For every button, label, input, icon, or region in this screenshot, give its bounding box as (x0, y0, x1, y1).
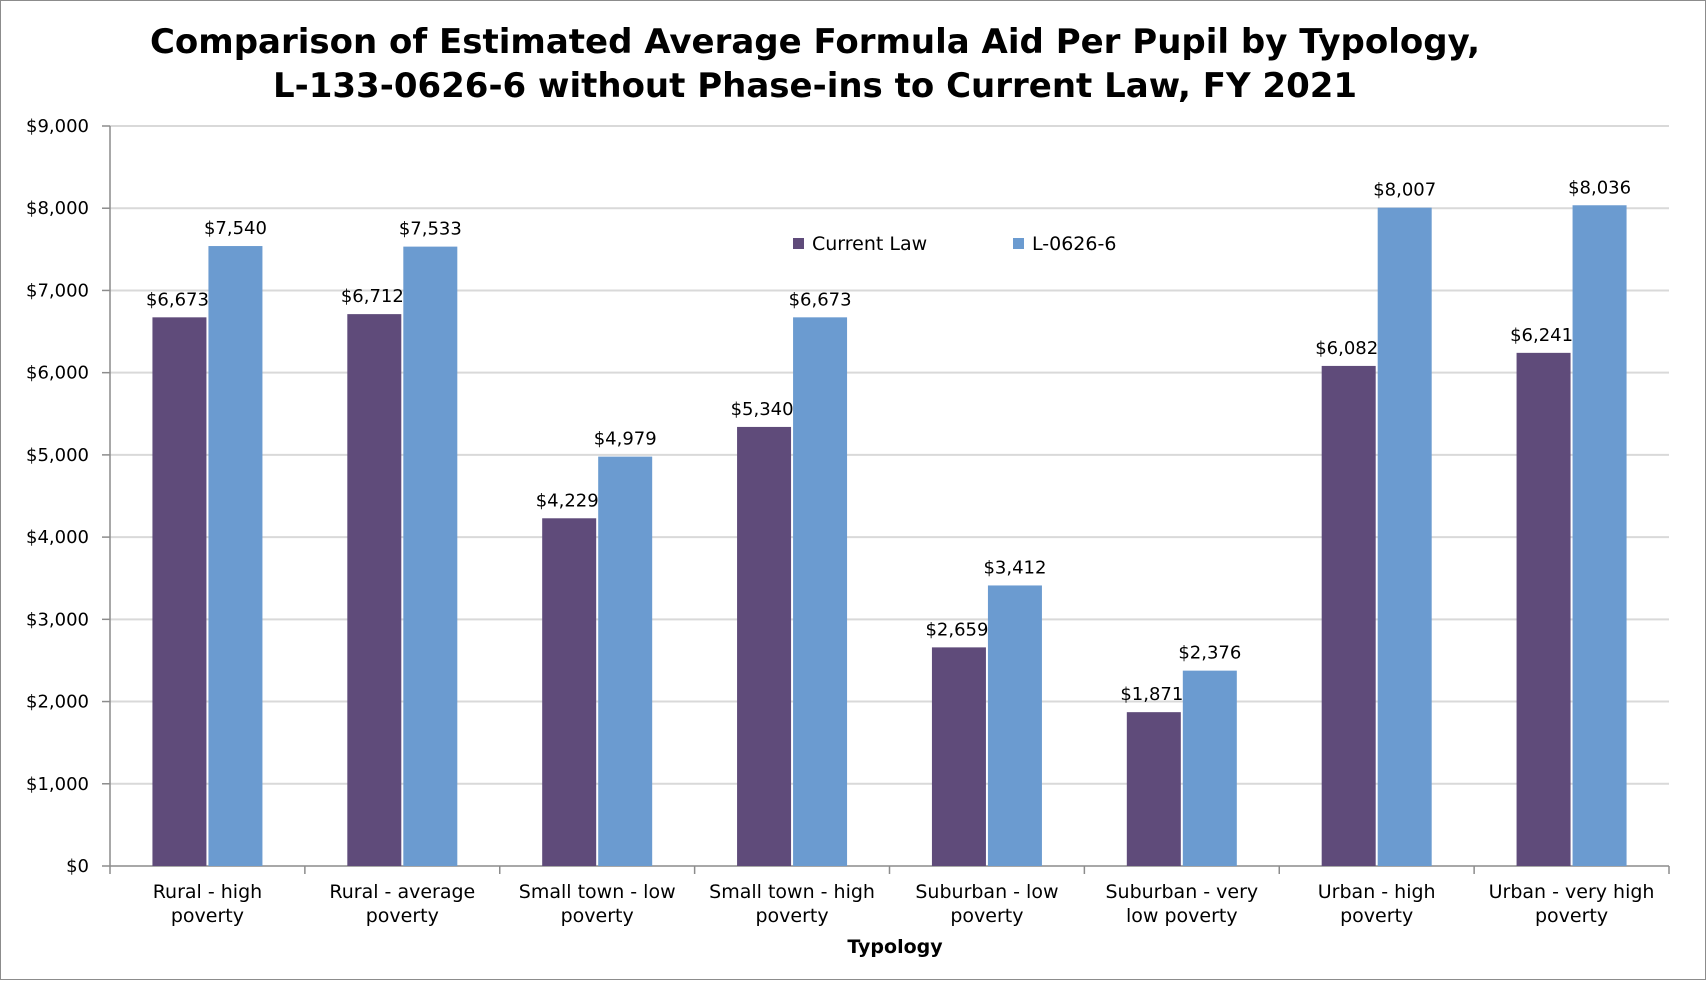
y-tick-label: $1,000 (26, 774, 89, 795)
data-label: $6,673 (146, 289, 209, 310)
bar-current-law (1321, 365, 1376, 866)
y-tick-label: $0 (66, 856, 89, 877)
y-tick-label: $9,000 (26, 116, 89, 137)
data-label: $8,036 (1568, 177, 1631, 198)
x-axis-title: Typology (847, 936, 943, 958)
data-label: $4,979 (594, 429, 657, 450)
bar-current-law (737, 426, 792, 866)
x-tick-label: Suburban - very (1105, 881, 1258, 903)
x-tick-label: poverty (1535, 905, 1608, 927)
data-label: $5,340 (731, 399, 794, 420)
data-label: $6,673 (789, 289, 852, 310)
y-tick-label: $2,000 (26, 692, 89, 713)
y-tick-label: $3,000 (26, 609, 89, 630)
y-tick-label: $4,000 (26, 527, 89, 548)
bar-current-law (931, 647, 986, 866)
axes: $0 $1,000 $2,000 $3,000 $4,000 $5,000 $6,000 $7… (26, 116, 1670, 927)
chart-title-line-1: Comparison of Estimated Average Formula … (150, 22, 1480, 62)
bar-l-0626-6 (208, 246, 263, 867)
legend-label: L-0626-6 (1032, 233, 1116, 255)
data-label: $4,229 (536, 490, 599, 511)
y-tick-label: $8,000 (26, 198, 89, 219)
legend-swatch (1013, 238, 1024, 249)
bars (152, 205, 1627, 867)
x-tick-label: Urban - high (1318, 881, 1436, 903)
data-label: $2,376 (1178, 643, 1241, 664)
x-tick-label: Rural - average (329, 881, 475, 903)
gridlines (110, 125, 1669, 785)
bar-l-0626-6 (1572, 205, 1627, 867)
data-label: $1,871 (1120, 684, 1183, 705)
bar-l-0626-6 (793, 317, 848, 866)
x-tick-label: poverty (1340, 905, 1413, 927)
y-tick-label: $5,000 (26, 445, 89, 466)
data-labels: $6,673 $7,540 $6,712 $7,533 $4,229 $4,979 $5,3… (146, 177, 1631, 705)
x-tick-label: Small town - low (519, 881, 676, 903)
bar-l-0626-6 (598, 456, 653, 866)
x-tick-label: poverty (171, 905, 244, 927)
legend: Current Law L-0626-6 (793, 233, 1116, 255)
x-tick-label: Small town - high (709, 881, 875, 903)
bar-current-law (152, 317, 207, 866)
x-tick-label: low poverty (1126, 905, 1238, 927)
legend-swatch (793, 238, 804, 249)
data-label: $6,712 (341, 286, 404, 307)
data-label: $3,412 (983, 557, 1046, 578)
bar-l-0626-6 (1377, 207, 1432, 866)
bar-l-0626-6 (403, 246, 458, 866)
y-tick-label: $6,000 (26, 363, 89, 384)
x-tick-label: Suburban - low (915, 881, 1058, 903)
data-label: $2,659 (925, 619, 988, 640)
bar-current-law (1126, 712, 1181, 866)
x-tick-label: poverty (366, 905, 439, 927)
bar-l-0626-6 (1182, 670, 1237, 866)
x-tick-label: Urban - very high (1489, 881, 1655, 903)
data-label: $6,082 (1315, 338, 1378, 359)
data-label: $8,007 (1373, 180, 1436, 201)
data-label: $6,241 (1510, 325, 1573, 346)
y-tick-label: $7,000 (26, 280, 89, 301)
chart-title-line-2: L-133-0626-6 without Phase-ins to Curren… (273, 66, 1357, 106)
x-tick-label: poverty (561, 905, 634, 927)
bar-current-law (542, 518, 597, 866)
data-label: $7,540 (204, 218, 267, 239)
bar-current-law (347, 314, 402, 866)
x-tick-label: poverty (950, 905, 1023, 927)
bar-current-law (1516, 352, 1571, 867)
bar-l-0626-6 (987, 585, 1042, 866)
data-label: $7,533 (399, 219, 462, 240)
legend-label: Current Law (812, 233, 927, 255)
x-tick-label: Rural - high (153, 881, 262, 903)
x-tick-label: poverty (756, 905, 829, 927)
